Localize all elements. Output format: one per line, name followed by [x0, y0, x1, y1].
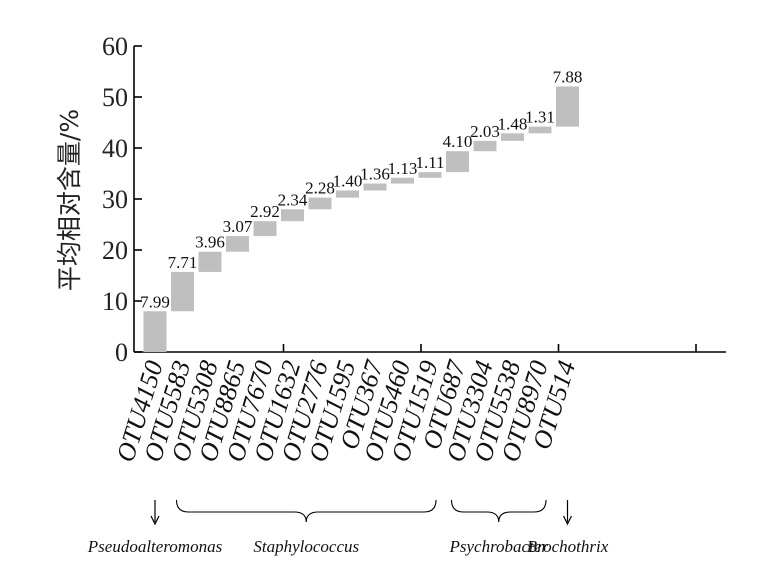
data-label: 7.88	[553, 67, 583, 86]
data-label: 1.11	[415, 153, 444, 172]
bar	[391, 177, 414, 184]
y-tick-label: 60	[102, 32, 128, 61]
bar	[226, 236, 249, 252]
y-tick-label: 20	[102, 236, 128, 265]
arrow-head	[562, 515, 573, 526]
bar	[418, 172, 442, 178]
data-label: 2.92	[250, 202, 280, 221]
bar	[281, 209, 304, 222]
y-tick-label: 10	[102, 287, 128, 316]
group-label: Pseudoalteromonas	[87, 537, 223, 556]
group-label: Staphylococcus	[253, 537, 359, 556]
group-annotations: Pseudoalteromonas Staphylococcus Psychroba…	[87, 499, 609, 556]
bars	[143, 86, 579, 352]
data-label: 1.48	[498, 114, 528, 133]
x-tick-labels: OTU4150OTU5583OTU5308OTU8865OTU7670OTU16…	[111, 356, 582, 465]
bar	[528, 126, 552, 134]
group-label: Psychrobacter	[448, 537, 548, 556]
group-brace	[175, 499, 437, 523]
bar	[143, 311, 167, 352]
data-label: 2.34	[278, 190, 308, 209]
y-tick-label: 30	[102, 185, 128, 214]
data-label: 4.10	[443, 132, 473, 151]
arrow-head	[150, 515, 160, 526]
data-label: 3.96	[195, 233, 225, 252]
data-label: 2.03	[470, 122, 500, 141]
data-label: 1.40	[333, 171, 363, 190]
bar	[336, 190, 359, 198]
group-brace	[450, 499, 547, 523]
y-tick-label: 50	[102, 83, 128, 112]
data-label: 7.99	[140, 292, 170, 311]
bar	[171, 271, 194, 312]
y-tick-label: 40	[102, 134, 128, 163]
data-label: 2.28	[305, 179, 335, 198]
data-label: 1.36	[360, 165, 390, 184]
value-labels: 7.99 7.713.963.072.922.342.281.401.361.13…	[140, 67, 582, 311]
data-label: 7.71	[168, 253, 198, 272]
bar	[556, 86, 579, 127]
bar	[253, 221, 277, 237]
y-tick-label: 0	[115, 338, 128, 367]
bar	[363, 183, 387, 191]
group-label: Brochothrix	[527, 537, 609, 556]
data-label: 1.13	[388, 159, 418, 178]
bar	[198, 251, 222, 272]
bar	[501, 133, 524, 141]
bar	[308, 197, 332, 210]
bar	[473, 140, 497, 152]
data-label: 1.31	[525, 108, 555, 127]
data-label: 3.07	[223, 217, 253, 236]
axes: 0 10 20 30 40 50 60	[102, 32, 726, 367]
bar	[446, 151, 469, 173]
